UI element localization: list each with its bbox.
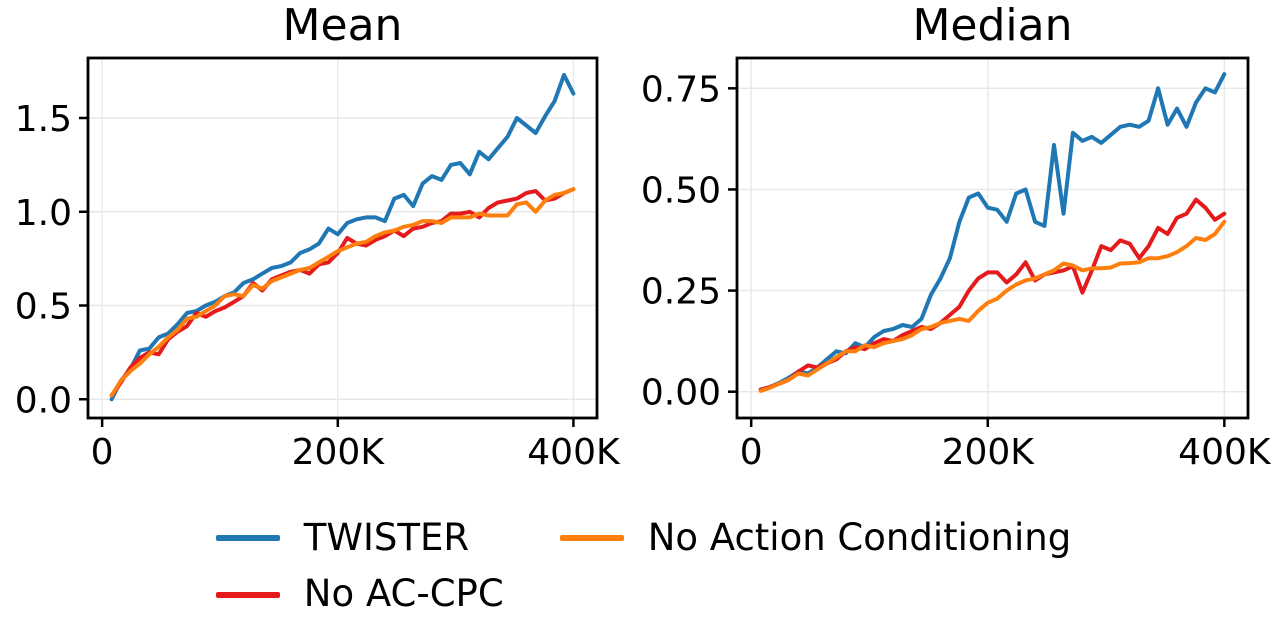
series-line-twister <box>109 72 576 402</box>
plot-border <box>86 56 599 420</box>
y-tick-label: 0.0 <box>15 380 72 421</box>
mean-chart-panel: 0 200K 400K 0.0 0.5 1.0 1.5 <box>0 0 643 478</box>
legend-label-twister: TWISTER <box>303 516 470 559</box>
y-tick-label: 0.00 <box>643 373 721 414</box>
no-ac-cpc-line-swatch <box>215 591 280 598</box>
median-chart-plot: 0 200K 400K 0.00 0.25 0.50 0.75 <box>643 56 1272 473</box>
no-action-conditioning-line-swatch <box>559 535 624 542</box>
median-chart-panel: 0 200K 400K 0.00 0.25 0.50 0.75 <box>643 0 1287 478</box>
series-line-no-action-conditioning <box>758 219 1227 393</box>
y-tick-label: 0.50 <box>643 170 721 211</box>
x-tick-label: 400K <box>1178 432 1272 473</box>
legend-label-no-action-conditioning: No Action Conditioning <box>647 516 1072 559</box>
plot-border <box>735 56 1250 420</box>
x-tick-label: 200K <box>942 432 1036 473</box>
figure-legend: TWISTER No Action Conditioning No AC-CPC <box>0 516 1287 617</box>
y-tick-label: 1.5 <box>15 99 72 140</box>
legend-item-twister: TWISTER <box>215 516 470 560</box>
x-tick-label: 0 <box>740 432 763 473</box>
series-line-no-action-conditioning <box>109 187 576 398</box>
legend-item-no-ac-cpc: No AC-CPC <box>215 572 504 616</box>
y-tick-label: 0.25 <box>643 272 721 313</box>
y-tick-label: 1.0 <box>15 193 72 234</box>
x-tick-label: 0 <box>91 432 114 473</box>
series-line-no-ac-cpc <box>109 187 576 398</box>
twister-line-swatch <box>215 535 280 542</box>
x-tick-label: 400K <box>527 432 621 473</box>
legend-label-no-ac-cpc: No AC-CPC <box>303 572 504 616</box>
y-tick-label: 0.75 <box>643 69 721 110</box>
y-tick-label: 0.5 <box>15 287 72 328</box>
x-tick-label: 200K <box>292 432 386 473</box>
legend-grid: TWISTER No Action Conditioning No AC-CPC <box>215 516 1072 617</box>
series-line-twister <box>758 72 1227 392</box>
mean-chart-title: Mean <box>282 0 403 51</box>
legend-item-no-action-conditioning: No Action Conditioning <box>559 516 1072 560</box>
mean-chart-plot: 0 200K 400K 0.0 0.5 1.0 1.5 <box>15 56 621 473</box>
median-chart-title: Median <box>912 0 1073 51</box>
